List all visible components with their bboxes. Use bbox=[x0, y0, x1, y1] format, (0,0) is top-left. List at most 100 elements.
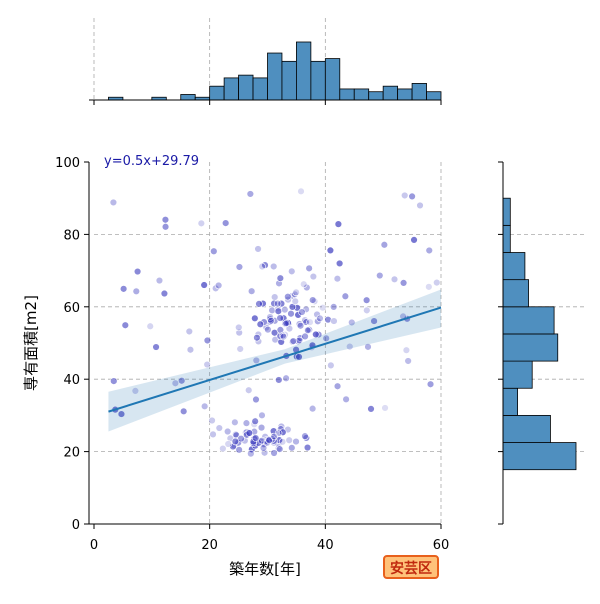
scatter-point bbox=[284, 293, 292, 301]
scatter-point bbox=[295, 336, 304, 345]
right-histogram bbox=[498, 161, 584, 525]
scatter-point bbox=[215, 424, 223, 432]
top-hist-bar bbox=[252, 77, 268, 101]
scatter-point bbox=[292, 437, 300, 446]
right-hist-bar bbox=[502, 414, 551, 443]
scatter-point bbox=[279, 333, 288, 341]
scatter-point bbox=[117, 410, 126, 418]
scatter-point bbox=[376, 271, 384, 280]
top-histogram bbox=[89, 18, 442, 105]
scatter-point bbox=[327, 361, 335, 370]
top-hist-bar bbox=[339, 88, 355, 101]
top-hist-bar bbox=[180, 94, 196, 101]
scatter-point bbox=[219, 444, 227, 453]
scatter-point bbox=[342, 395, 350, 404]
district-badge: 安芸区 bbox=[383, 555, 439, 579]
scatter-point bbox=[275, 376, 283, 384]
right-hist-bar bbox=[502, 279, 529, 308]
scatter-point bbox=[288, 444, 296, 452]
scatter-point bbox=[326, 246, 335, 255]
scatter-point bbox=[408, 192, 416, 201]
right-hist-bar bbox=[502, 224, 511, 253]
scatter-point bbox=[251, 417, 259, 425]
scatter-point bbox=[160, 289, 169, 298]
scatter-point bbox=[247, 287, 256, 295]
right-hist-bar bbox=[502, 442, 577, 471]
scatter-point bbox=[282, 374, 290, 382]
top-hist-bar bbox=[267, 52, 283, 101]
x-tick-label: 20 bbox=[201, 538, 218, 553]
scatter-point bbox=[302, 318, 310, 326]
scatter-point bbox=[316, 314, 324, 323]
scatter-point bbox=[270, 262, 278, 271]
scatter-point bbox=[231, 437, 240, 446]
scatter-point bbox=[235, 328, 243, 337]
scatter-point bbox=[289, 337, 298, 345]
scatter-point bbox=[146, 322, 154, 330]
scatter-point bbox=[404, 357, 412, 365]
scatter-point bbox=[274, 444, 283, 452]
scatter-point bbox=[247, 449, 255, 458]
scatter-point bbox=[410, 236, 418, 244]
scatter-point bbox=[309, 296, 317, 304]
scatter-point bbox=[256, 320, 265, 328]
scatter-point bbox=[257, 423, 266, 432]
regression-label: y=0.5x+29.79 bbox=[104, 154, 199, 169]
scatter-point bbox=[330, 303, 338, 311]
scatter-point bbox=[203, 336, 212, 345]
scatter-point bbox=[267, 317, 275, 325]
top-hist-bar bbox=[382, 85, 399, 101]
right-hist-bar bbox=[502, 306, 555, 335]
scatter-point bbox=[245, 429, 253, 437]
scatter-point bbox=[186, 346, 195, 354]
scatter-point bbox=[185, 327, 194, 336]
scatter-point bbox=[235, 323, 243, 332]
scatter-point bbox=[301, 332, 309, 341]
scatter-point bbox=[214, 281, 223, 290]
top-hist-bar bbox=[310, 60, 326, 101]
scatter-point bbox=[236, 345, 244, 353]
scatter-point bbox=[275, 445, 284, 453]
y-tick-label: 40 bbox=[63, 373, 80, 388]
scatter-point bbox=[348, 318, 356, 327]
scatter-point bbox=[380, 241, 389, 249]
scatter-point bbox=[119, 285, 128, 293]
scatter-point bbox=[426, 380, 435, 388]
scatter-point bbox=[285, 436, 293, 444]
scatter-point bbox=[296, 322, 305, 330]
scatter-point bbox=[273, 299, 282, 308]
x-axis-title: 築年数[年] bbox=[229, 560, 301, 578]
scatter-point bbox=[209, 430, 217, 439]
top-hist-bar bbox=[296, 41, 312, 101]
scatter-point bbox=[399, 279, 408, 287]
scatter-point bbox=[300, 280, 308, 288]
scatter-point bbox=[330, 317, 338, 325]
scatter-point bbox=[303, 443, 312, 452]
scatter-point bbox=[298, 308, 306, 316]
scatter-point bbox=[425, 283, 433, 291]
scatter-point bbox=[251, 314, 259, 322]
scatter-point bbox=[333, 274, 342, 283]
scatter-point bbox=[402, 346, 411, 354]
scatter-point bbox=[232, 430, 240, 439]
top-hist-bar bbox=[281, 60, 297, 101]
top-hist-bar bbox=[209, 85, 225, 101]
y-tick-label: 60 bbox=[63, 301, 80, 316]
scatter-point bbox=[302, 305, 310, 314]
scatter-point bbox=[287, 310, 295, 318]
scatter-point bbox=[335, 259, 344, 268]
scatter-point bbox=[341, 292, 350, 300]
scatter-point bbox=[370, 317, 378, 325]
scatter-point bbox=[110, 377, 118, 385]
scatter-point bbox=[253, 334, 261, 342]
scatter-point bbox=[276, 274, 285, 282]
scatter-point bbox=[223, 427, 232, 436]
scatter-point bbox=[313, 310, 321, 319]
scatter-point bbox=[224, 440, 232, 448]
right-hist-bar bbox=[502, 333, 559, 362]
scatter-point bbox=[161, 216, 170, 224]
scatter-point bbox=[109, 198, 118, 207]
y-axis-title: 専有面積[m2] bbox=[22, 295, 40, 391]
scatter-point bbox=[282, 319, 291, 327]
top-hist-bar bbox=[324, 58, 341, 101]
